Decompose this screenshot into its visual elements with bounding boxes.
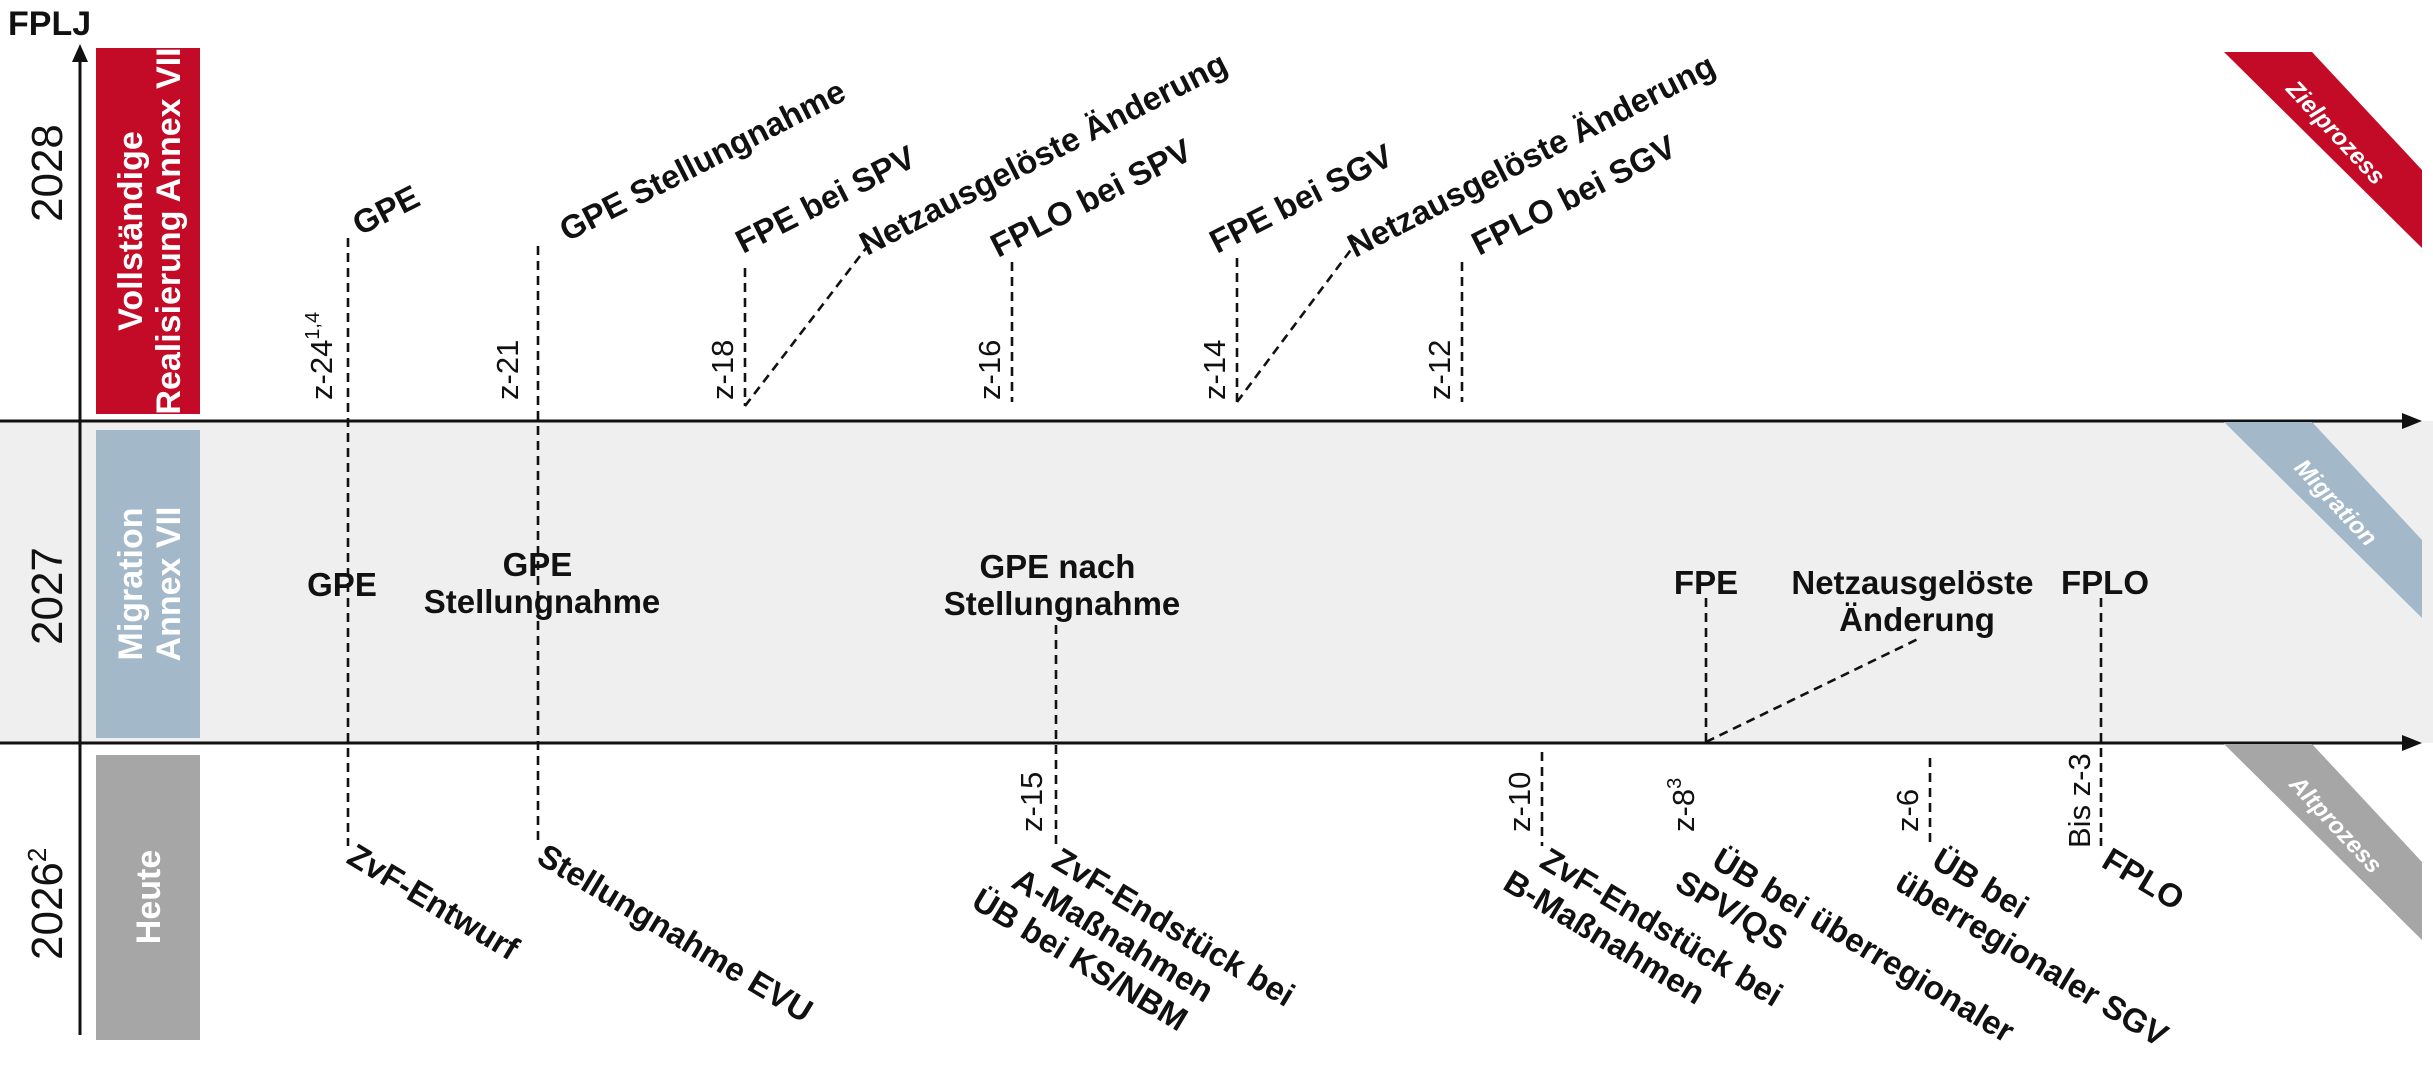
- timeline-axis-lower-arrowhead: [2402, 735, 2422, 751]
- phase-band-2026: [96, 755, 200, 1040]
- label-2026-stellungnahme-evu: Stellungnahme EVU: [531, 836, 819, 1029]
- zvalue-z10: z-10: [1502, 772, 1537, 832]
- zvalue-z24-superscript: 1,4: [302, 312, 324, 340]
- phase-2027-line2: Annex VII: [150, 507, 188, 662]
- vertical-axis-arrowhead: [72, 44, 88, 62]
- label-2027-netzausgeloest: Netzausgelöste Änderung: [1791, 564, 2042, 638]
- phase-2026-label: Heute: [130, 850, 168, 944]
- label-2027-gpe-stellungnahme-line1: GPE: [503, 546, 573, 583]
- band-2027-background: [0, 421, 2433, 743]
- label-2026-fplo: FPLO: [2096, 840, 2190, 917]
- zvalue-z21: z-21: [490, 340, 525, 400]
- label-2027-netzausgeloest-line2: Änderung: [1839, 601, 1995, 638]
- axis-label-fplj: FPLJ: [8, 5, 91, 43]
- timeline-axis-upper-arrowhead: [2402, 413, 2422, 429]
- label-2027-fpe: FPE: [1674, 564, 1738, 601]
- zvalue-z24: z-241,4: [302, 312, 339, 400]
- tab-migration: [2224, 422, 2422, 618]
- zvalue-z24-text: z-24: [304, 340, 339, 400]
- connector-netzausgeloest-spv: [743, 242, 872, 407]
- label-2027-gpe-stellungnahme: GPE Stellungnahme: [424, 546, 661, 620]
- connector-netzausgeloest-sgv: [1235, 242, 1358, 403]
- label-2027-fplo: FPLO: [2061, 564, 2149, 601]
- label-2027-netzausgeloest-line1: Netzausgelöste: [1791, 564, 2033, 601]
- zvalue-z12: z-12: [1422, 340, 1457, 400]
- phase-band-2027: [96, 430, 200, 738]
- phase-2028-line1: Vollständige: [112, 131, 150, 331]
- connector-netzausgeloest-2027: [1705, 636, 1921, 744]
- phase-2027-line1: Migration: [112, 508, 150, 661]
- phase-band-2028: [96, 48, 200, 414]
- phase-2028-line2: Realisierung Annex VII: [150, 47, 188, 414]
- zvalue-z8-superscript: 3: [1664, 778, 1686, 789]
- label-2026-zvf-entwurf: ZvF-Entwurf: [341, 836, 526, 967]
- label-2027-gpe: GPE: [307, 566, 377, 603]
- zvalue-z8: z-83: [1664, 778, 1701, 832]
- tab-altprozess: [2224, 744, 2422, 940]
- zvalue-bis-z3: Bis z-3: [2062, 753, 2097, 848]
- label-2027-gpe-nach-stellungnahme: GPE nach Stellungnahme: [944, 548, 1181, 622]
- year-2026-superscript: 2: [22, 848, 52, 862]
- year-2026-text: 2026: [23, 862, 72, 960]
- zvalue-z6: z-6: [1890, 789, 1925, 832]
- tab-zielprozess: [2224, 52, 2422, 248]
- label-2027-gpe-nach-stellungnahme-line2: Stellungnahme: [944, 585, 1181, 622]
- zvalue-z15: z-15: [1014, 772, 1049, 832]
- zvalue-z16: z-16: [972, 340, 1007, 400]
- year-2026: 20262: [22, 848, 72, 960]
- label-2027-gpe-stellungnahme-line2: Stellungnahme: [424, 583, 661, 620]
- label-2026-a-massnahmen: ZvF-Endstück bei A-Maßnahmen ÜB bei KS/N…: [966, 816, 1309, 1066]
- label-2027-gpe-nach-stellungnahme-line1: GPE nach: [979, 548, 1135, 585]
- zvalue-z14: z-14: [1197, 340, 1232, 400]
- label-2028-gpe: GPE: [346, 178, 425, 243]
- year-2027: 2027: [23, 547, 72, 645]
- zvalue-z18: z-18: [705, 340, 740, 400]
- zvalue-z8-text: z-8: [1666, 789, 1701, 832]
- year-2028: 2028: [23, 124, 72, 222]
